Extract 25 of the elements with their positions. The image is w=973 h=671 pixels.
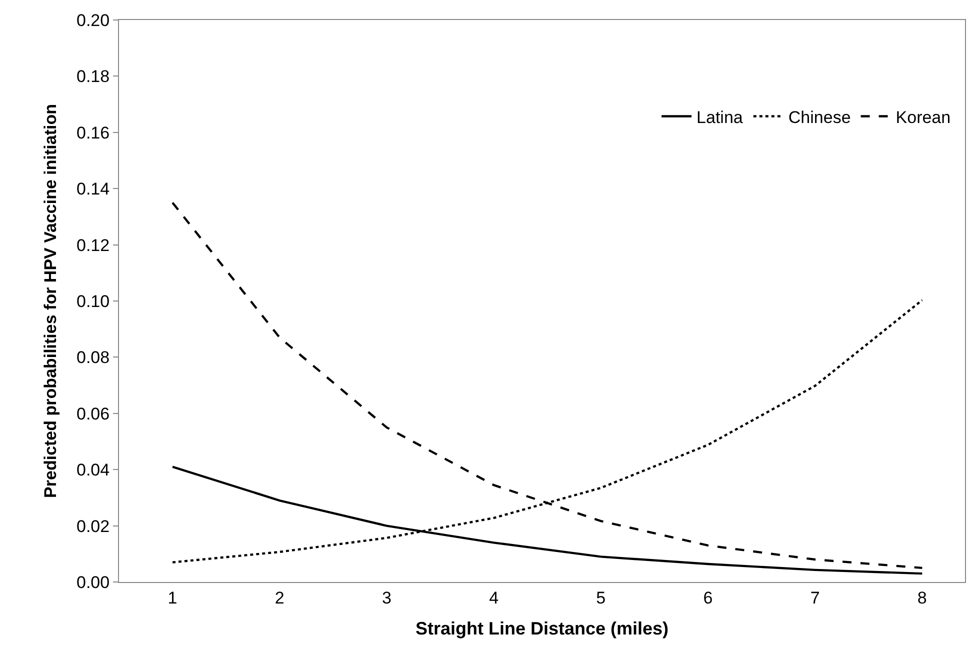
- y-tick-label: 0.16: [76, 123, 110, 142]
- x-tick-label: 8: [917, 588, 927, 608]
- x-tick-label: 5: [596, 588, 606, 608]
- y-tick-label: 0.14: [76, 180, 110, 199]
- x-tick-label: 1: [168, 588, 178, 608]
- y-tick-label: 0.10: [76, 292, 110, 311]
- y-tick-label: 0.12: [76, 236, 110, 255]
- x-axis-title: Straight Line Distance (miles): [415, 618, 669, 638]
- legend-label: Chinese: [788, 108, 851, 127]
- legend-label: Korean: [896, 108, 951, 127]
- y-axis-title: Predicted probabilities for HPV Vaccine initiation: [41, 104, 60, 498]
- y-tick-label: 0.02: [76, 516, 110, 536]
- x-tick-label: 2: [274, 588, 284, 608]
- line-series: [171, 202, 924, 570]
- x-tick-label: 3: [382, 588, 392, 608]
- x-tick-label: 7: [810, 588, 820, 608]
- y-tick-label: 0.18: [76, 67, 110, 86]
- y-tick-label: 0.00: [76, 572, 110, 592]
- y-tick-label: 0.08: [76, 348, 110, 368]
- y-tick-label: 0.20: [76, 10, 110, 30]
- x-tick-label: 6: [703, 588, 713, 608]
- legend-label: Latina: [696, 108, 744, 127]
- y-tick-label: 0.04: [76, 460, 110, 480]
- y-tick-label: 0.06: [76, 404, 110, 424]
- x-tick-label: 4: [489, 588, 499, 608]
